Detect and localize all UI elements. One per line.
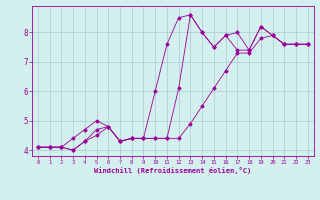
- X-axis label: Windchill (Refroidissement éolien,°C): Windchill (Refroidissement éolien,°C): [94, 167, 252, 174]
